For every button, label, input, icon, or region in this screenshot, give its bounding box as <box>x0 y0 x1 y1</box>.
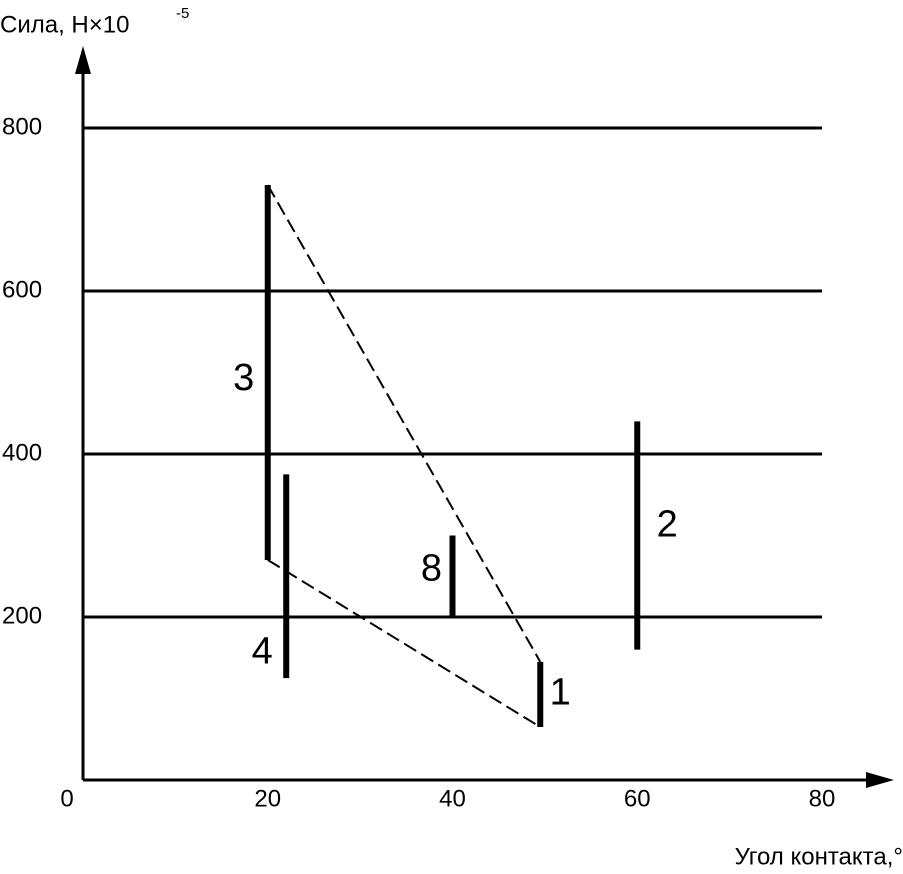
x-tick-label: 80 <box>809 785 836 812</box>
dashed-line <box>266 184 542 663</box>
y-tick-label: 600 <box>2 276 42 303</box>
x-tick-label: 0 <box>60 785 73 812</box>
x-tick-label: 40 <box>439 785 466 812</box>
x-axis-label: Угол контакта,° <box>735 843 903 870</box>
y-axis-arrow <box>75 46 91 74</box>
y-tick-label: 400 <box>2 439 42 466</box>
x-tick-label: 20 <box>254 785 281 812</box>
range-label: 3 <box>233 357 254 399</box>
y-axis-label-exponent: -5 <box>176 5 189 22</box>
y-axis-label: Сила, Н×10 <box>0 11 129 38</box>
dashed-line <box>267 559 541 728</box>
x-axis-arrow <box>866 772 894 788</box>
y-tick-label: 200 <box>2 602 42 629</box>
x-tick-label: 60 <box>624 785 651 812</box>
range-label: 2 <box>657 503 678 545</box>
range-label: 4 <box>252 631 273 673</box>
range-label: 1 <box>550 671 571 713</box>
range-label: 8 <box>421 548 442 590</box>
y-tick-label: 800 <box>2 113 42 140</box>
